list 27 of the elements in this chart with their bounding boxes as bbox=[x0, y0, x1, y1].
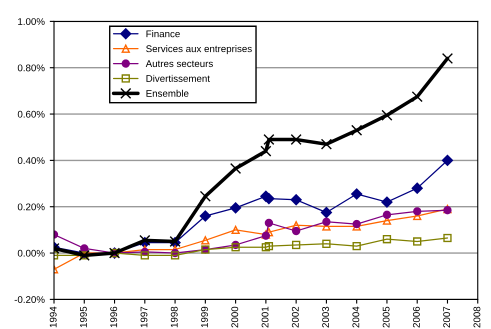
x-tick-label: 1995 bbox=[80, 306, 87, 328]
y-tick-label: 0.00% bbox=[18, 250, 45, 257]
legend-label: Divertissement bbox=[146, 74, 210, 82]
legend-label: Services aux entreprises bbox=[146, 45, 252, 54]
legend-label: Ensemble bbox=[146, 90, 188, 97]
y-tick-label: 0.80% bbox=[18, 64, 45, 72]
x-tick-label: 1998 bbox=[170, 306, 178, 328]
x-tick-label: 2008 bbox=[473, 306, 480, 328]
y-tick-label: 1.00% bbox=[18, 18, 45, 26]
y-tick-label: 0.20% bbox=[18, 203, 45, 210]
x-tick-label: 2007 bbox=[443, 306, 450, 328]
x-tick-label: 1997 bbox=[140, 306, 148, 328]
x-tick-label: 2002 bbox=[292, 306, 299, 328]
y-tick-label: -0.20% bbox=[14, 296, 45, 304]
x-tick-label: 1999 bbox=[201, 306, 208, 328]
x-tick-label: 2006 bbox=[412, 306, 420, 328]
legend-label: Autres secteurs bbox=[146, 60, 213, 68]
x-tick-label: 1996 bbox=[110, 306, 118, 328]
x-tick-label: 2005 bbox=[382, 306, 390, 328]
x-tick-label: 2001 bbox=[262, 306, 268, 328]
y-tick-label: 0.60% bbox=[18, 110, 45, 118]
legend-label: Finance bbox=[146, 30, 180, 38]
x-tick-label: 2003 bbox=[322, 306, 330, 328]
x-tick-label: 2004 bbox=[352, 306, 360, 328]
x-tick-label: 1994 bbox=[50, 306, 57, 328]
y-tick-label: 0.40% bbox=[18, 157, 45, 164]
x-tick-label: 2000 bbox=[231, 306, 238, 328]
